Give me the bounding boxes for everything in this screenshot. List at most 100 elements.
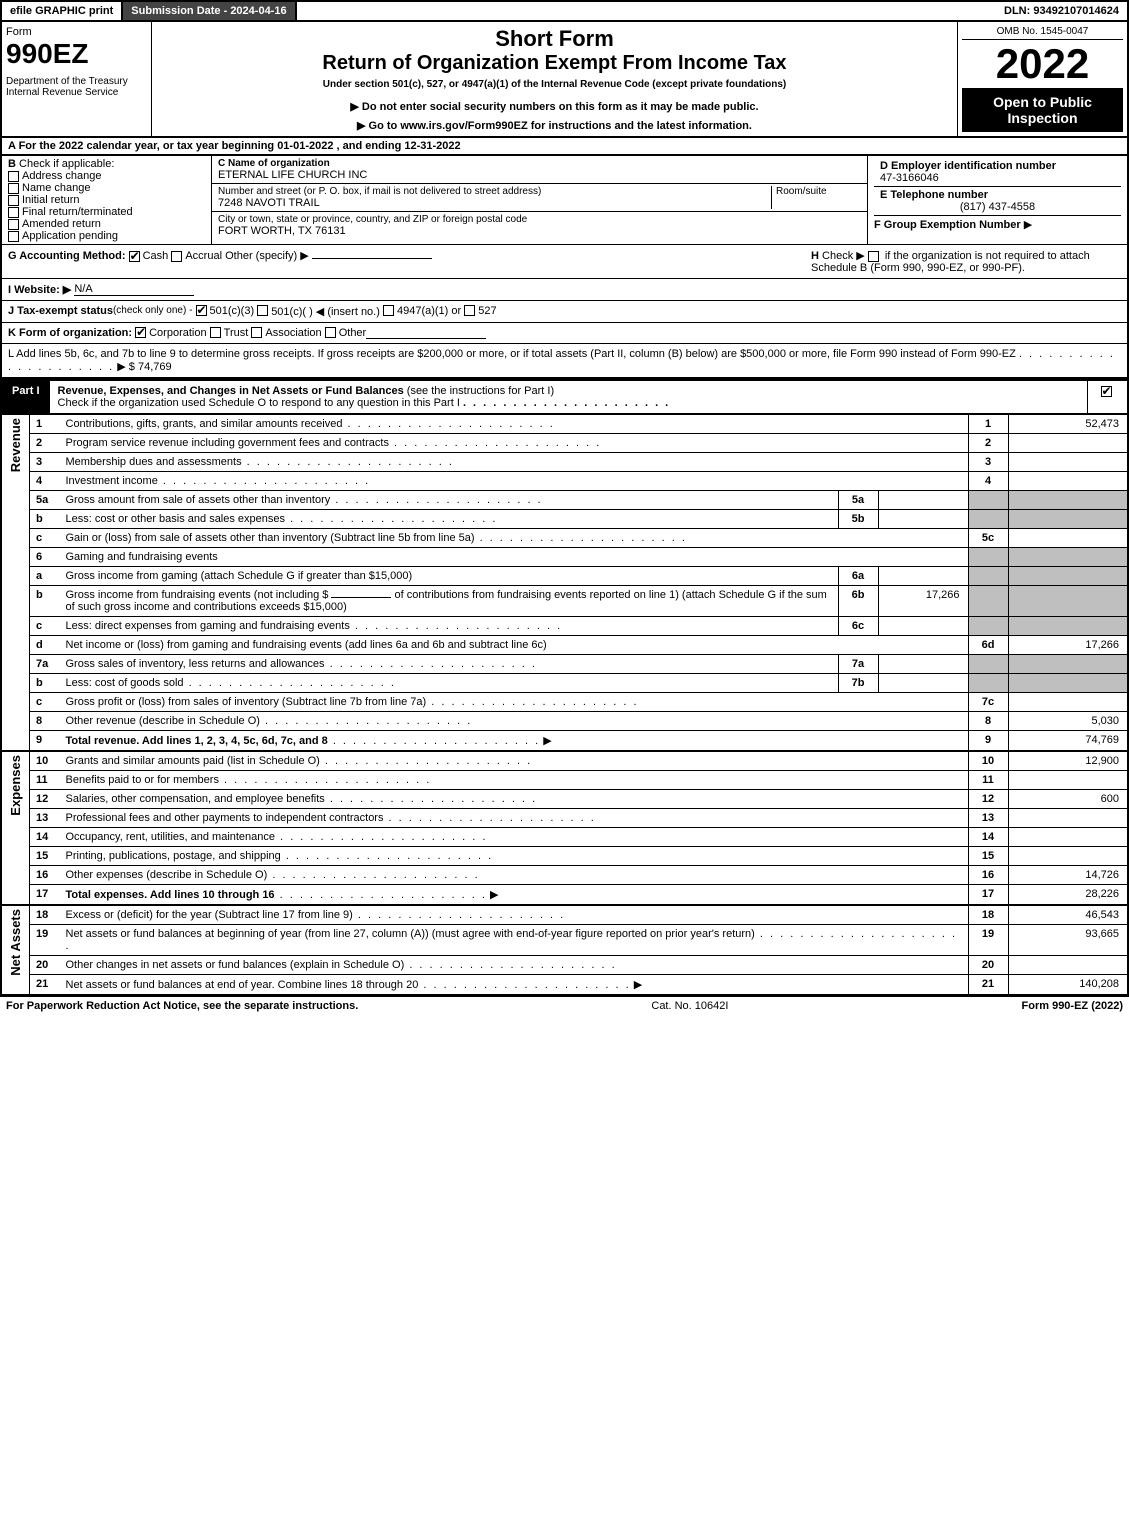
line-9: 9 Total revenue. Add lines 1, 2, 3, 4, 5… xyxy=(1,731,1128,752)
i-label: I Website: ▶ xyxy=(8,283,71,296)
chk-final-return[interactable] xyxy=(8,207,19,218)
l3-num: 3 xyxy=(30,453,60,472)
l-val: 74,769 xyxy=(138,361,172,373)
l5b-text: Less: cost or other basis and sales expe… xyxy=(66,513,286,525)
l6c-sub: 6c xyxy=(838,617,878,636)
l7a-num: 7a xyxy=(30,655,60,674)
note-ssn: ▶ Do not enter social security numbers o… xyxy=(160,100,949,113)
l5b-num: b xyxy=(30,510,60,529)
page-footer: For Paperwork Reduction Act Notice, see … xyxy=(0,996,1129,1015)
l21-arrow: ▶ xyxy=(634,979,642,991)
l19-lineno: 19 xyxy=(968,925,1008,956)
chk-501c3[interactable] xyxy=(196,305,207,316)
chk-accrual[interactable] xyxy=(171,251,182,262)
efile-label[interactable]: efile GRAPHIC print xyxy=(2,2,123,20)
street-value: 7248 NAVOTI TRAIL xyxy=(218,197,771,209)
chk-assoc[interactable] xyxy=(251,327,262,338)
header-middle: Short Form Return of Organization Exempt… xyxy=(152,22,957,136)
l2-num: 2 xyxy=(30,434,60,453)
l6a-grey xyxy=(968,567,1008,586)
footer-left: For Paperwork Reduction Act Notice, see … xyxy=(6,1000,358,1012)
line-7c: c Gross profit or (loss) from sales of i… xyxy=(1,693,1128,712)
l6b-sub: 6b xyxy=(838,586,878,617)
line-6a: a Gross income from gaming (attach Sched… xyxy=(1,567,1128,586)
k-trust: Trust xyxy=(224,327,249,339)
header-right: OMB No. 1545-0047 2022 Open to Public In… xyxy=(957,22,1127,136)
l6c-num: c xyxy=(30,617,60,636)
l13-text: Professional fees and other payments to … xyxy=(66,812,384,824)
l18-lineno: 18 xyxy=(968,905,1008,925)
chk-application-pending[interactable] xyxy=(8,231,19,242)
l6b-amt-grey xyxy=(1008,586,1128,617)
part1-tab: Part I xyxy=(2,381,50,413)
l4-text: Investment income xyxy=(66,475,158,487)
k-corp: Corporation xyxy=(149,327,206,339)
accrual-label: Accrual xyxy=(185,250,222,262)
k-other: Other xyxy=(339,327,367,339)
l21-num: 21 xyxy=(30,975,60,996)
l5c-lineno: 5c xyxy=(968,529,1008,548)
line-10: Expenses 10 Grants and similar amounts p… xyxy=(1,751,1128,771)
part1-header: Part I Revenue, Expenses, and Changes in… xyxy=(0,379,1129,415)
e-label: E Telephone number xyxy=(880,189,1115,201)
l4-num: 4 xyxy=(30,472,60,491)
main-title: Return of Organization Exempt From Incom… xyxy=(160,52,949,75)
l11-text: Benefits paid to or for members xyxy=(66,774,219,786)
l5a-grey xyxy=(968,491,1008,510)
l16-num: 16 xyxy=(30,866,60,885)
l5c-amount xyxy=(1008,529,1128,548)
l14-text: Occupancy, rent, utilities, and maintena… xyxy=(66,831,276,843)
chk-527[interactable] xyxy=(464,305,475,316)
l7b-num: b xyxy=(30,674,60,693)
line-11: 11 Benefits paid to or for members 11 xyxy=(1,771,1128,790)
netassets-sidelabel: Net Assets xyxy=(8,909,23,976)
chk-address-change[interactable] xyxy=(8,171,19,182)
line-20: 20 Other changes in net assets or fund b… xyxy=(1,956,1128,975)
l19-text: Net assets or fund balances at beginning… xyxy=(66,928,755,940)
chk-other[interactable] xyxy=(325,327,336,338)
l5b-subv xyxy=(878,510,968,529)
l17-arrow: ▶ xyxy=(490,889,498,901)
l3-lineno: 3 xyxy=(968,453,1008,472)
line-5b: b Less: cost or other basis and sales ex… xyxy=(1,510,1128,529)
org-name: ETERNAL LIFE CHURCH INC xyxy=(218,169,861,181)
l20-lineno: 20 xyxy=(968,956,1008,975)
footer-right: Form 990-EZ (2022) xyxy=(1022,1000,1123,1012)
chk-trust[interactable] xyxy=(210,327,221,338)
chk-initial-return[interactable] xyxy=(8,195,19,206)
chk-name-change[interactable] xyxy=(8,183,19,194)
f-label: F Group Exemption Number xyxy=(874,219,1021,231)
l5b-sub: 5b xyxy=(838,510,878,529)
line-8: 8 Other revenue (describe in Schedule O)… xyxy=(1,712,1128,731)
l20-num: 20 xyxy=(30,956,60,975)
l5a-num: 5a xyxy=(30,491,60,510)
other-specify-line[interactable] xyxy=(312,258,432,259)
l6a-subv xyxy=(878,567,968,586)
l7a-sub: 7a xyxy=(838,655,878,674)
l6b-blank[interactable] xyxy=(331,597,391,598)
chk-corp[interactable] xyxy=(135,327,146,338)
omb-number: OMB No. 1545-0047 xyxy=(962,26,1123,40)
l5a-sub: 5a xyxy=(838,491,878,510)
dln-label: DLN: 93492107014624 xyxy=(996,2,1127,20)
j-opt4: 527 xyxy=(478,305,496,318)
note-goto[interactable]: ▶ Go to www.irs.gov/Form990EZ for instru… xyxy=(160,119,949,132)
j-label: J Tax-exempt status xyxy=(8,305,113,318)
chk-4947[interactable] xyxy=(383,305,394,316)
chk-schedule-o[interactable] xyxy=(1101,386,1112,397)
chk-cash[interactable] xyxy=(129,251,140,262)
l6-num: 6 xyxy=(30,548,60,567)
b-label: B xyxy=(8,158,16,170)
l6-text: Gaming and fundraising events xyxy=(60,548,969,567)
line-18: Net Assets 18 Excess or (deficit) for th… xyxy=(1,905,1128,925)
opt-address-change: Address change xyxy=(22,170,102,182)
l6c-amt-grey xyxy=(1008,617,1128,636)
chk-h[interactable] xyxy=(868,251,879,262)
expenses-sidelabel: Expenses xyxy=(8,755,23,816)
k-other-line[interactable] xyxy=(366,327,486,339)
line-13: 13 Professional fees and other payments … xyxy=(1,809,1128,828)
l19-num: 19 xyxy=(30,925,60,956)
chk-501c[interactable] xyxy=(257,305,268,316)
line-3: 3 Membership dues and assessments 3 xyxy=(1,453,1128,472)
chk-amended-return[interactable] xyxy=(8,219,19,230)
